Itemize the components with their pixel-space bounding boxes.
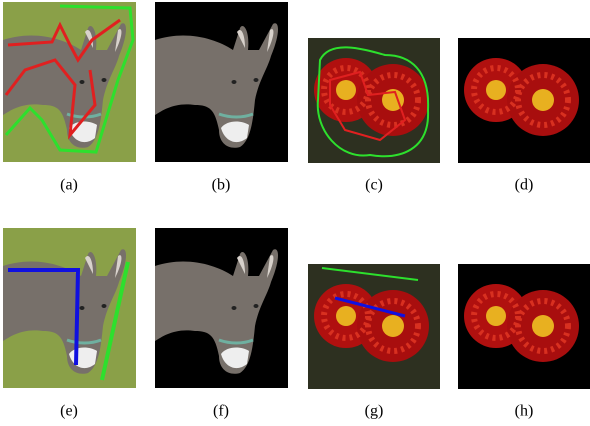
panel-label: (f) (213, 403, 229, 420)
figure: (a) (b) (c) (d) (e) (f) (g) (h) (0, 0, 590, 426)
panel-label: (g) (365, 403, 384, 420)
panel-label: (a) (60, 177, 78, 194)
panel-label: (e) (60, 403, 78, 420)
panel-label: (c) (365, 177, 383, 194)
panel-label: (b) (212, 177, 231, 194)
panel-label: (h) (515, 403, 534, 420)
panel-label: (d) (515, 177, 534, 194)
